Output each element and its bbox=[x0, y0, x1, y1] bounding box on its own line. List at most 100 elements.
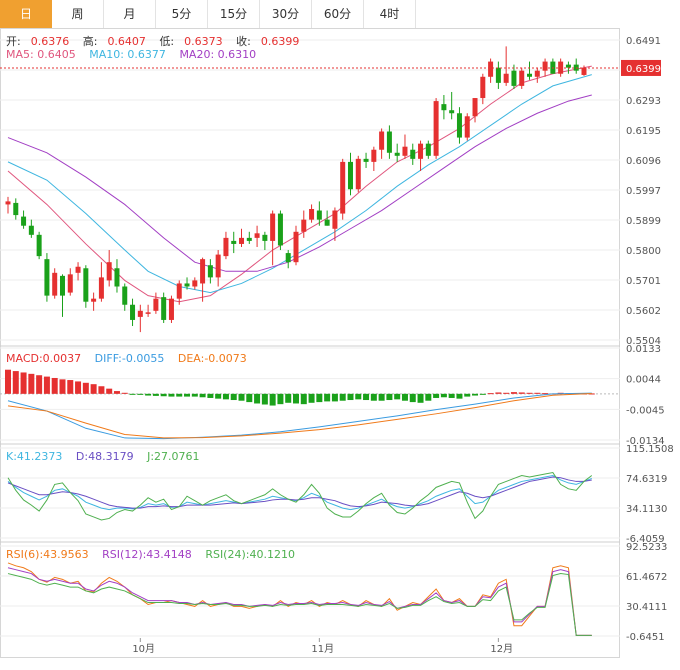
candle-body bbox=[503, 73, 509, 83]
candle-body bbox=[153, 298, 159, 311]
macd-bar bbox=[121, 392, 128, 394]
last-price-badge bbox=[621, 59, 661, 76]
candle-body bbox=[316, 210, 322, 220]
macd-bar bbox=[425, 393, 432, 401]
candle-body bbox=[581, 67, 587, 75]
macd-bar bbox=[510, 392, 517, 394]
rsi-tick-label: 61.4672 bbox=[626, 572, 667, 583]
candle-body bbox=[98, 277, 104, 299]
macd-bar bbox=[331, 393, 338, 402]
high-value: 0.6407 bbox=[107, 35, 146, 48]
price-tick-label: 0.6491 bbox=[626, 36, 661, 47]
macd-bar bbox=[300, 393, 307, 405]
candle-body bbox=[418, 143, 424, 159]
ma20-legend: MA20: 0.6310 bbox=[179, 48, 257, 61]
price-tick-label: 0.6195 bbox=[626, 126, 661, 137]
macd-bar bbox=[152, 393, 159, 396]
d-legend: D:48.3179 bbox=[75, 450, 134, 463]
macd-bar bbox=[417, 393, 424, 403]
x-tick-label: 10月 bbox=[132, 643, 155, 655]
candle-body bbox=[192, 280, 198, 287]
period-tab-3[interactable]: 5分 bbox=[156, 0, 208, 28]
candle-body bbox=[542, 61, 548, 71]
candle-body bbox=[309, 208, 315, 220]
rsi6-legend: RSI(6):43.9563 bbox=[6, 548, 89, 561]
x-tick-label: 12月 bbox=[490, 643, 513, 655]
candle-body bbox=[67, 274, 73, 293]
open-label: 开: bbox=[6, 35, 21, 48]
candle-body bbox=[200, 259, 206, 284]
candle-body bbox=[565, 64, 571, 68]
period-tab-0[interactable]: 日 bbox=[0, 0, 52, 28]
candle-body bbox=[332, 210, 338, 229]
candle-body bbox=[277, 213, 283, 246]
period-tab-6[interactable]: 60分 bbox=[312, 0, 364, 28]
macd-bar bbox=[433, 393, 440, 398]
macd-tick-label: 0.0044 bbox=[626, 375, 661, 386]
price-tick-label: 0.5800 bbox=[626, 246, 661, 257]
macd-bar bbox=[293, 393, 299, 404]
period-tab-1[interactable]: 周 bbox=[52, 0, 104, 28]
macd-bar bbox=[316, 393, 323, 403]
candle-body bbox=[21, 216, 27, 226]
macd-bar bbox=[479, 393, 486, 395]
candle-body bbox=[246, 237, 252, 241]
low-label: 低: bbox=[159, 35, 175, 48]
candle-body bbox=[36, 234, 42, 257]
macd-bar bbox=[526, 392, 533, 394]
macd-bar bbox=[308, 393, 315, 403]
candle-body bbox=[161, 297, 167, 320]
macd-bar bbox=[347, 393, 354, 401]
kdj-legend: K:41.2373 D:48.3179 J:27.0761 bbox=[6, 450, 210, 463]
low-value: 0.6373 bbox=[184, 35, 223, 48]
macd-bar bbox=[285, 393, 292, 403]
macd-bar bbox=[230, 393, 237, 401]
macd-bar bbox=[487, 393, 494, 395]
period-tab-7[interactable]: 4时 bbox=[364, 0, 416, 28]
candle-body bbox=[293, 231, 299, 263]
period-tab-5[interactable]: 30分 bbox=[260, 0, 312, 28]
candle-body bbox=[511, 70, 517, 86]
macd-bar bbox=[106, 388, 113, 394]
period-tab-4[interactable]: 15分 bbox=[208, 0, 260, 28]
d-line bbox=[7, 476, 592, 509]
candle-body bbox=[480, 76, 486, 99]
price-tick-label: 0.5997 bbox=[626, 186, 661, 197]
diff-line bbox=[7, 392, 592, 440]
macd-bar bbox=[98, 386, 105, 394]
ma5-legend: MA5: 0.6405 bbox=[6, 48, 76, 61]
candle-body bbox=[114, 268, 120, 287]
candle-body bbox=[239, 237, 245, 244]
price-legend-ma: MA5: 0.6405 MA10: 0.6377 MA20: 0.6310 bbox=[6, 48, 266, 61]
rsi-line-1 bbox=[7, 567, 592, 636]
macd-bar bbox=[464, 393, 471, 397]
period-tab-2[interactable]: 月 bbox=[104, 0, 156, 28]
candle-body bbox=[347, 161, 353, 190]
candle-body bbox=[527, 73, 533, 77]
price-tick-label: 0.5701 bbox=[626, 276, 661, 287]
candle-body bbox=[28, 225, 34, 235]
macd-bar bbox=[238, 393, 245, 401]
kdj-tick-label: 115.1508 bbox=[626, 444, 674, 455]
period-tabs: 日周月 5分 15分 30分 60分 4时 bbox=[0, 0, 420, 29]
candle-body bbox=[262, 234, 268, 241]
ma10-legend: MA10: 0.6377 bbox=[89, 48, 166, 61]
macd-bar bbox=[75, 381, 82, 394]
candle-body bbox=[106, 262, 112, 281]
candle-body bbox=[176, 283, 182, 299]
macd-bar bbox=[363, 393, 370, 401]
ma10-line bbox=[7, 74, 592, 294]
ma20-line bbox=[7, 94, 592, 272]
rsi24-legend: RSI(24):40.1210 bbox=[205, 548, 295, 561]
macd-bar bbox=[113, 391, 120, 394]
candle-body bbox=[410, 149, 416, 159]
candle-body bbox=[449, 110, 455, 114]
macd-bar bbox=[20, 372, 27, 394]
macd-bar bbox=[36, 375, 43, 394]
macd-bar bbox=[503, 392, 510, 394]
x-tick-label: 11月 bbox=[311, 643, 334, 655]
macd-bar bbox=[51, 377, 58, 394]
candle-body bbox=[394, 152, 400, 156]
candle-body bbox=[371, 149, 377, 162]
macd-bar bbox=[254, 393, 261, 404]
